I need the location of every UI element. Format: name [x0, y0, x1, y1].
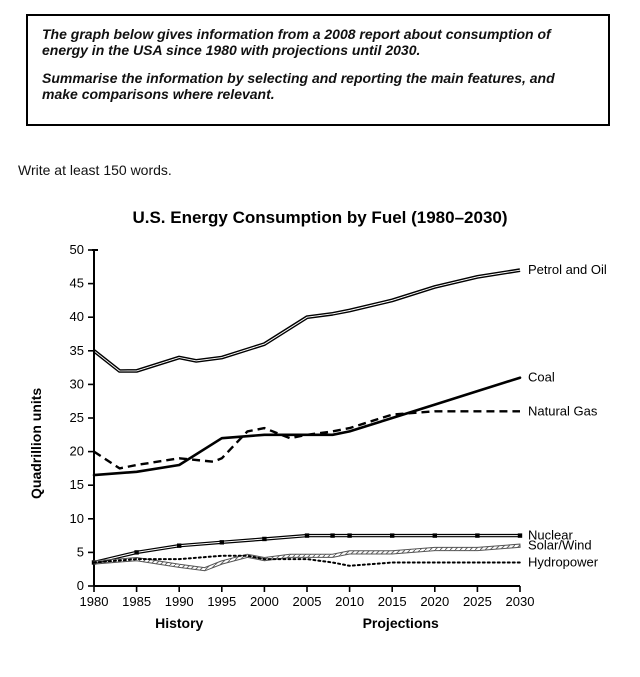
svg-text:2015: 2015 [378, 594, 407, 609]
chart-title: U.S. Energy Consumption by Fuel (1980–20… [20, 208, 620, 228]
svg-text:15: 15 [70, 477, 84, 492]
task-prompt-box: The graph below gives information from a… [26, 14, 610, 126]
svg-text:1995: 1995 [207, 594, 236, 609]
energy-chart: U.S. Energy Consumption by Fuel (1980–20… [20, 200, 620, 670]
svg-text:5: 5 [77, 544, 84, 559]
word-count-instruction: Write at least 150 words. [18, 162, 172, 178]
svg-text:2020: 2020 [420, 594, 449, 609]
svg-text:2030: 2030 [506, 594, 535, 609]
svg-text:1990: 1990 [165, 594, 194, 609]
svg-text:50: 50 [70, 242, 84, 257]
chart-svg: 0510152025303540455019801985199019952000… [20, 200, 620, 640]
svg-text:40: 40 [70, 309, 84, 324]
series-label-Hydropower: Hydropower [528, 554, 599, 569]
series-label-Natural Gas: Natural Gas [528, 403, 598, 418]
svg-text:2025: 2025 [463, 594, 492, 609]
svg-text:30: 30 [70, 376, 84, 391]
series-label-Petrol and Oil: Petrol and Oil [528, 262, 607, 277]
svg-text:Projections: Projections [363, 615, 439, 631]
series-Natural Gas [94, 411, 520, 468]
task-prompt-line1: The graph below gives information from a… [42, 26, 594, 58]
svg-text:1985: 1985 [122, 594, 151, 609]
svg-text:2000: 2000 [250, 594, 279, 609]
series-label-Coal: Coal [528, 370, 555, 385]
svg-text:0: 0 [77, 578, 84, 593]
series-Petrol and Oil [93, 271, 520, 372]
svg-text:35: 35 [70, 343, 84, 358]
task-prompt-line2: Summarise the information by selecting a… [42, 70, 594, 102]
svg-text:25: 25 [70, 410, 84, 425]
svg-text:2010: 2010 [335, 594, 364, 609]
svg-text:20: 20 [70, 444, 84, 459]
series-label-Solar/Wind: Solar/Wind [528, 538, 592, 553]
svg-text:History: History [155, 615, 203, 631]
svg-text:2005: 2005 [293, 594, 322, 609]
y-axis-label: Quadrillion units [28, 387, 44, 498]
svg-text:1980: 1980 [80, 594, 109, 609]
svg-text:45: 45 [70, 276, 84, 291]
svg-text:10: 10 [70, 511, 84, 526]
